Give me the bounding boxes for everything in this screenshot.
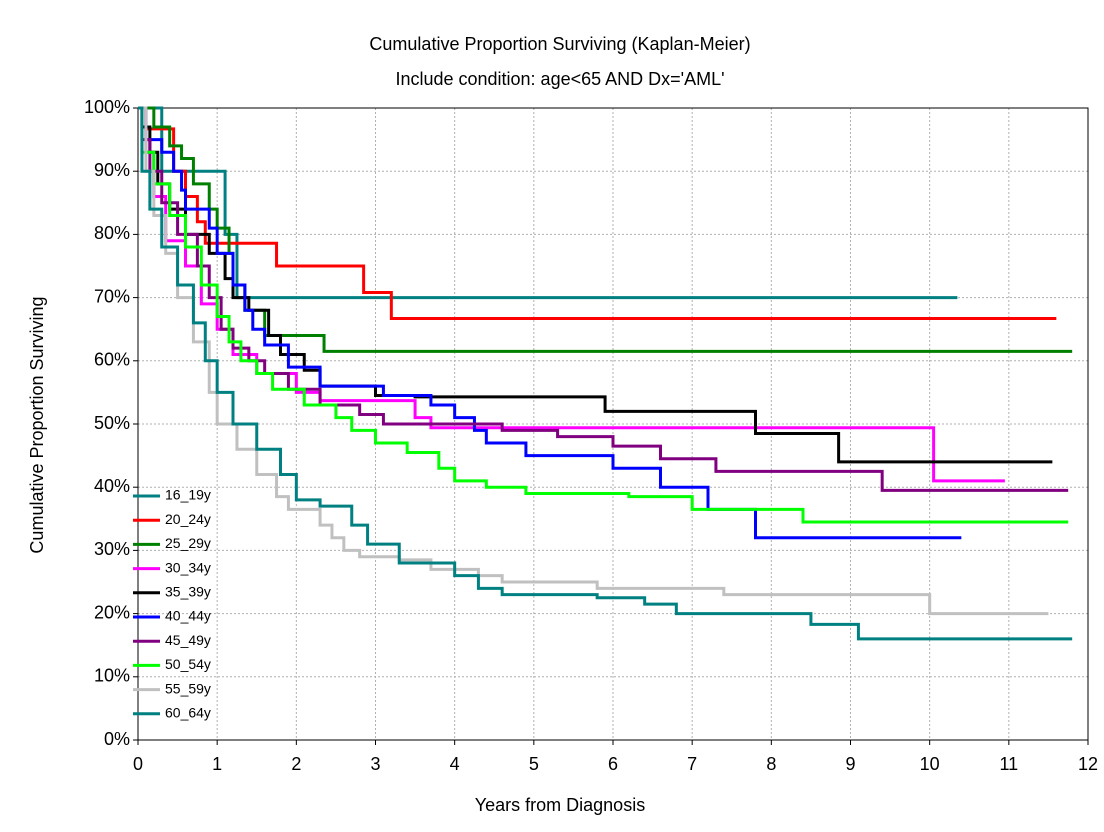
survival-line [138, 106, 958, 300]
y-tick-label: 60% [94, 350, 130, 370]
y-axis-label: Cumulative Proportion Surviving [27, 296, 47, 553]
survival-line [138, 106, 1073, 641]
x-tick-label: 9 [845, 754, 855, 774]
legend-label: 55_59y [165, 680, 211, 696]
x-tick-label: 10 [920, 754, 940, 774]
x-tick-label: 0 [133, 754, 143, 774]
survival-line [138, 106, 1069, 492]
chart-subtitle: Include condition: age<65 AND Dx='AML' [395, 69, 724, 89]
x-tick-label: 11 [999, 754, 1018, 774]
y-tick-label: 90% [94, 160, 130, 180]
survival-line [138, 106, 1069, 524]
y-tick-label: 10% [94, 666, 130, 686]
y-tick-label: 70% [94, 286, 130, 306]
y-tick-label: 40% [94, 476, 130, 496]
x-tick-label: 7 [687, 754, 697, 774]
x-tick-label: 6 [608, 754, 618, 774]
y-tick-label: 50% [94, 413, 130, 433]
legend-label: 40_44y [165, 608, 211, 624]
plot-frame [137, 107, 1089, 741]
x-tick-label: 1 [212, 754, 222, 774]
x-tick-label: 5 [529, 754, 539, 774]
y-tick-label: 100% [84, 97, 130, 117]
y-tick-label: 0% [104, 729, 130, 749]
x-tick-label: 12 [1078, 754, 1098, 774]
legend-label: 30_34y [165, 559, 211, 575]
x-tick-label: 4 [450, 754, 460, 774]
legend-label: 20_24y [165, 511, 211, 527]
x-tick-label: 3 [370, 754, 380, 774]
legend-label: 25_29y [165, 535, 211, 551]
y-tick-label: 80% [94, 223, 130, 243]
legend-label: 50_54y [165, 656, 211, 672]
survival-line [138, 106, 962, 540]
survival-line [138, 106, 1073, 353]
chart-title: Cumulative Proportion Surviving (Kaplan-… [369, 34, 750, 54]
x-tick-label: 2 [291, 754, 301, 774]
legend-label: 45_49y [165, 632, 211, 648]
x-tick-label: 8 [766, 754, 776, 774]
y-tick-label: 30% [94, 539, 130, 559]
x-axis-label: Years from Diagnosis [475, 795, 645, 815]
legend-label: 60_64y [165, 705, 211, 721]
legend-label: 16_19y [165, 487, 211, 503]
y-tick-label: 20% [94, 602, 130, 622]
legend-label: 35_39y [165, 584, 211, 600]
